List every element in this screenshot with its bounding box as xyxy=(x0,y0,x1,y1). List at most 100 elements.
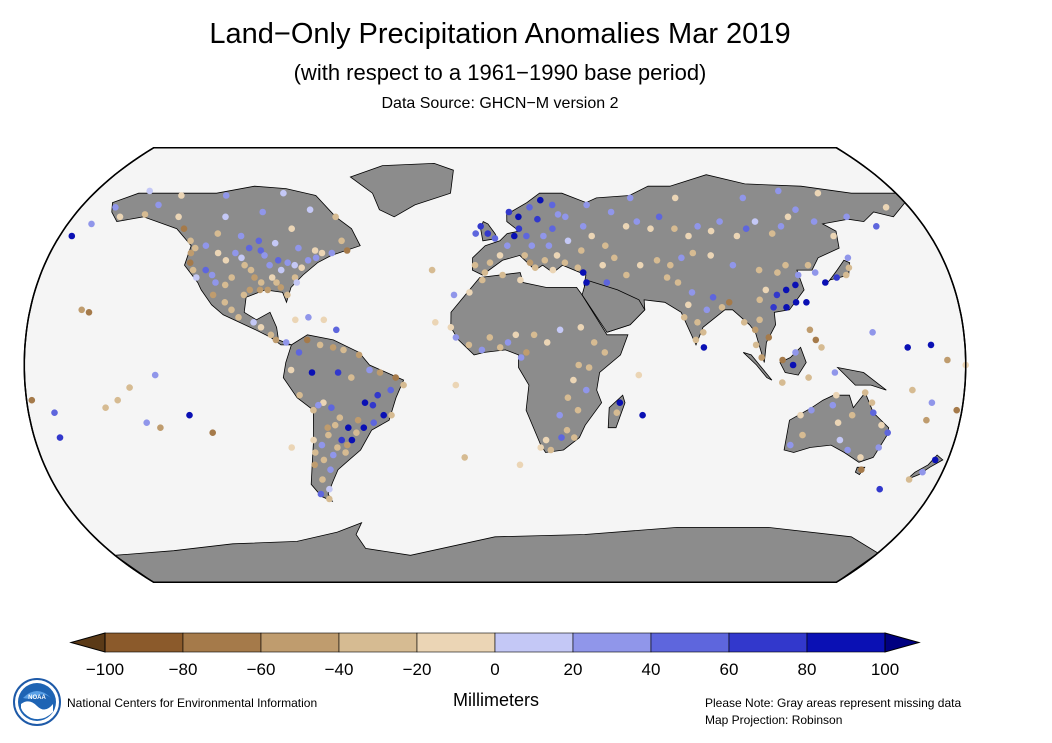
greenland-land xyxy=(349,162,454,218)
station-dot xyxy=(303,336,311,344)
station-dot xyxy=(496,344,504,351)
station-dot xyxy=(78,306,85,314)
station-dot xyxy=(277,266,285,274)
station-dot xyxy=(537,196,544,204)
legend-tick-label: −80 xyxy=(168,660,198,679)
station-dot xyxy=(295,349,303,356)
station-dot xyxy=(707,252,714,259)
station-dot xyxy=(257,324,265,331)
station-dot xyxy=(680,314,688,321)
station-dot xyxy=(143,419,150,427)
legend-swatch xyxy=(806,632,886,653)
legend-swatch xyxy=(650,632,730,653)
station-dot xyxy=(209,429,216,437)
station-dot xyxy=(311,247,319,254)
station-dot xyxy=(607,208,615,216)
station-dot xyxy=(833,274,840,281)
station-dot xyxy=(328,404,335,412)
station-dot xyxy=(694,319,701,326)
station-dot xyxy=(775,187,782,195)
station-dot xyxy=(496,252,504,259)
station-dot xyxy=(202,242,210,249)
legend-high-arrow xyxy=(884,632,921,653)
station-dot xyxy=(558,434,565,441)
station-dot xyxy=(563,426,571,434)
south-america-land xyxy=(282,334,405,503)
station-dot xyxy=(578,247,585,254)
legend-tick-label: −60 xyxy=(246,660,276,679)
station-dot xyxy=(511,232,518,240)
station-dot xyxy=(292,316,299,324)
station-dot xyxy=(858,466,865,474)
station-dot xyxy=(868,399,876,407)
legend-swatch xyxy=(260,632,340,653)
arabia-land xyxy=(581,279,646,333)
borneo-land xyxy=(779,346,807,376)
station-dot xyxy=(799,431,806,439)
station-dot xyxy=(585,364,593,371)
station-dot xyxy=(273,279,280,286)
legend-tick-label: 0 xyxy=(490,660,500,679)
station-dot xyxy=(779,356,786,364)
station-dot xyxy=(291,274,299,281)
station-dot xyxy=(810,218,818,225)
station-dot xyxy=(542,436,550,444)
station-dot xyxy=(209,291,217,299)
station-dot xyxy=(222,257,230,264)
station-dot xyxy=(812,336,820,344)
station-dot xyxy=(622,223,630,230)
station-dot xyxy=(284,291,291,299)
station-dot xyxy=(221,281,229,289)
station-dot xyxy=(611,254,618,262)
station-dot xyxy=(484,230,492,237)
station-dot xyxy=(873,223,880,230)
station-dot xyxy=(602,242,609,249)
organization-name: National Centers for Environmental Infor… xyxy=(67,696,318,710)
station-dot xyxy=(318,441,326,449)
station-dot xyxy=(517,276,524,284)
station-dot xyxy=(247,266,255,274)
station-dot xyxy=(904,344,911,351)
station-dot xyxy=(547,446,555,454)
station-dot xyxy=(175,213,182,221)
station-dot xyxy=(923,416,930,424)
station-dot xyxy=(157,424,164,432)
station-dot xyxy=(208,271,216,279)
station-dot xyxy=(694,223,701,230)
station-dot xyxy=(228,274,235,281)
station-dot xyxy=(601,349,609,356)
station-dot xyxy=(306,206,314,213)
station-dot xyxy=(400,381,407,389)
legend-tick-label: −20 xyxy=(402,660,432,679)
station-dot xyxy=(259,208,267,216)
legend-tick-label: −40 xyxy=(324,660,354,679)
station-dot xyxy=(479,276,486,284)
station-dot xyxy=(773,291,781,299)
station-dot xyxy=(534,215,541,223)
station-dot xyxy=(491,235,499,242)
station-dot xyxy=(842,271,850,279)
station-dot xyxy=(452,334,460,341)
japan-land xyxy=(825,259,851,286)
station-dot xyxy=(238,254,245,262)
station-dot xyxy=(304,257,312,264)
color-legend-bar xyxy=(69,632,921,653)
station-dot xyxy=(545,242,553,249)
station-dot xyxy=(214,230,222,237)
station-dot xyxy=(792,349,799,356)
station-dot xyxy=(432,319,439,326)
legend-swatch xyxy=(104,632,184,653)
station-dot xyxy=(280,189,287,197)
station-dot xyxy=(716,218,723,225)
legend-tick-label: 40 xyxy=(641,660,661,679)
station-dot xyxy=(481,269,489,276)
station-dot xyxy=(869,329,876,336)
station-dot xyxy=(336,414,344,422)
station-dot xyxy=(590,339,598,346)
station-dot xyxy=(284,259,292,267)
legend-tick-label: 80 xyxy=(797,660,817,679)
station-dot xyxy=(366,366,373,374)
station-dot xyxy=(811,269,819,276)
station-dot xyxy=(671,194,679,202)
